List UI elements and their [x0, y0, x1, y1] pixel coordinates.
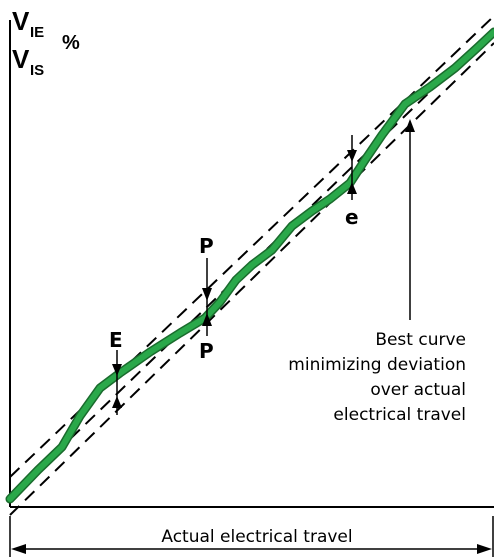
y-label-sub1: IE	[30, 24, 44, 41]
y-axis-label: V IE % V IS	[12, 6, 80, 79]
y-label-v1: V	[12, 6, 30, 36]
e-lower-deviation-marker	[347, 135, 357, 200]
best-curve-annotation: Best curve minimizing deviation over act…	[288, 330, 466, 425]
best-curve-pointer	[405, 119, 415, 320]
lower-tolerance-line	[9, 42, 494, 516]
p-deviation-marker	[202, 258, 212, 336]
travel-dimension-arrow	[11, 544, 492, 554]
x-axis-label: Actual electrical travel	[161, 527, 352, 547]
e-upper-label: E	[109, 328, 123, 352]
annotation-line-1: Best curve	[375, 330, 466, 350]
annotation-line-3: over actual	[370, 380, 466, 400]
p-label-top: P	[199, 234, 214, 258]
p-label-bottom: P	[199, 339, 214, 363]
annotation-line-2: minimizing deviation	[288, 355, 466, 375]
e-upper-deviation-marker	[112, 350, 122, 415]
y-label-sub2: IS	[30, 62, 44, 79]
y-label-v2: V	[12, 44, 30, 74]
e-lower-label: e	[345, 205, 359, 229]
measured-output-curve	[7, 29, 494, 502]
y-label-percent: %	[62, 32, 80, 54]
annotation-line-4: electrical travel	[333, 405, 466, 425]
